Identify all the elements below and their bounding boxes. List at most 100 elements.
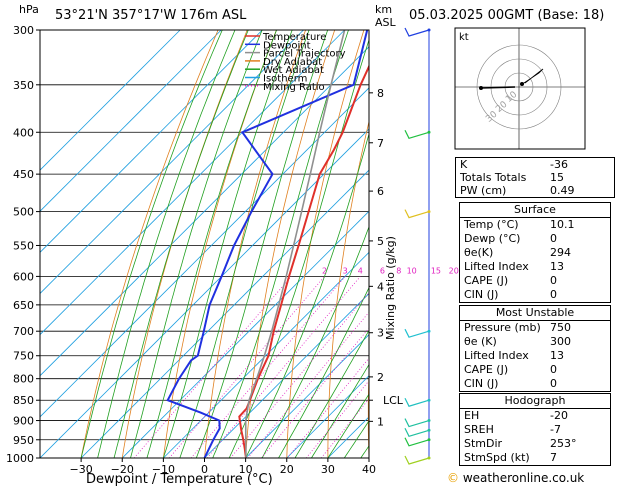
mixing-ratio-axis-label: Mixing Ratio (g/kg) (384, 236, 397, 340)
pressure-tick-label: 300 (13, 24, 34, 37)
site-name: weatheronline.co.uk (463, 471, 584, 485)
row-label: θe(K) (460, 246, 548, 260)
altitude-tick-label: 3 (377, 327, 384, 340)
pressure-tick-label: 750 (13, 350, 34, 363)
table-row: Temp (°C)10.1 (460, 218, 610, 232)
wind-barb (405, 456, 429, 464)
wind-barb (405, 28, 429, 36)
row-value: 13 (548, 349, 610, 363)
dry-adiabat-line (163, 30, 276, 458)
table-row: CAPE (J)0 (460, 274, 610, 288)
row-value: 750 (548, 321, 610, 335)
row-label: CAPE (J) (460, 274, 548, 288)
row-label: θe (K) (460, 335, 548, 349)
row-value: -7 (548, 423, 610, 437)
row-label: Dewp (°C) (460, 232, 548, 246)
pressure-tick-label: 350 (13, 79, 34, 92)
wind-barb (405, 398, 429, 406)
wet-adiabat-line (180, 30, 309, 458)
hodograph-frame (455, 28, 585, 149)
hodograph-unit-label: kt (459, 32, 469, 43)
pressure-tick-label: 500 (13, 206, 34, 219)
table-row: CIN (J)0 (460, 377, 610, 391)
row-value: 0.49 (548, 184, 614, 197)
table-row: EH-20 (460, 409, 610, 423)
row-label: K (456, 158, 548, 171)
row-value: 0 (548, 232, 610, 246)
table-row: StmSpd (kt)7 (460, 451, 610, 465)
isotherm-line (0, 30, 304, 458)
altitude-tick-label: 2 (377, 371, 384, 384)
dry-adiabat-line (81, 30, 218, 458)
mixing-ratio-line (230, 276, 382, 458)
row-label: CIN (J) (460, 288, 548, 302)
altitude-tick-label: 8 (377, 87, 384, 100)
wind-barb (405, 130, 429, 138)
row-value: 0 (548, 274, 610, 288)
table-title: Hodograph (460, 394, 610, 409)
mixing-ratio-label: 4 (358, 266, 363, 275)
isotherm-line (40, 30, 468, 458)
row-label: Pressure (mb) (460, 321, 548, 335)
pressure-tick-label: 700 (13, 325, 34, 338)
x-axis-label: Dewpoint / Temperature (°C) (86, 472, 273, 487)
temperature-tick-label: 30 (321, 463, 335, 476)
mixing-ratio-line (207, 276, 360, 458)
row-value: -36 (548, 158, 614, 171)
row-label: Lifted Index (460, 260, 548, 274)
footer-credit: © weatheronline.co.uk (447, 471, 584, 485)
wind-barb (405, 438, 429, 446)
legend-label: Mixing Ratio (263, 82, 325, 93)
row-value: 7 (548, 451, 610, 465)
wind-barb (405, 419, 429, 427)
pressure-tick-label: 550 (13, 239, 34, 252)
wet-adiabat-line (279, 30, 467, 458)
table-row: Pressure (mb)750 (460, 321, 610, 335)
pressure-tick-label: 450 (13, 168, 34, 181)
row-label: StmSpd (kt) (460, 451, 548, 465)
row-value: 0 (548, 288, 610, 302)
table-row: CAPE (J)0 (460, 363, 610, 377)
row-value: 0 (548, 377, 610, 391)
altitude-tick-label: 7 (377, 137, 384, 150)
pressure-tick-label: 800 (13, 373, 34, 386)
row-label: StmDir (460, 437, 548, 451)
row-label: CAPE (J) (460, 363, 548, 377)
altitude-tick-label: 4 (377, 280, 384, 293)
mixing-ratio-label: 3 (343, 266, 348, 275)
row-value: 300 (548, 335, 610, 349)
table-row: SREH-7 (460, 423, 610, 437)
wet-adiabat-line (196, 30, 327, 458)
hodograph-lowlevel-shear (481, 87, 515, 88)
table-row: K-36 (456, 158, 614, 171)
pressure-tick-label: 1000 (6, 452, 34, 465)
altitude-tick-label: 1 (377, 415, 384, 428)
table-row: CIN (J)0 (460, 288, 610, 302)
row-value: 10.1 (548, 218, 610, 232)
wind-barb (405, 329, 429, 337)
row-label: EH (460, 409, 548, 423)
row-value: 253° (548, 437, 610, 451)
table-row: θe (K)300 (460, 335, 610, 349)
pressure-tick-label: 850 (13, 394, 34, 407)
copyright-symbol: © (447, 471, 459, 485)
pressure-tick-label: 400 (13, 126, 34, 139)
pressure-tick-label: 650 (13, 299, 34, 312)
table-title: Surface (460, 203, 610, 218)
row-value: 15 (548, 171, 614, 184)
mixing-ratio-label: 2 (322, 266, 327, 275)
mixing-ratio-label: 20 (449, 266, 459, 275)
wind-barb (405, 210, 429, 218)
row-label: Totals Totals (456, 171, 548, 184)
wet-adiabat-line (262, 30, 431, 458)
row-label: Lifted Index (460, 349, 548, 363)
row-value: -20 (548, 409, 610, 423)
